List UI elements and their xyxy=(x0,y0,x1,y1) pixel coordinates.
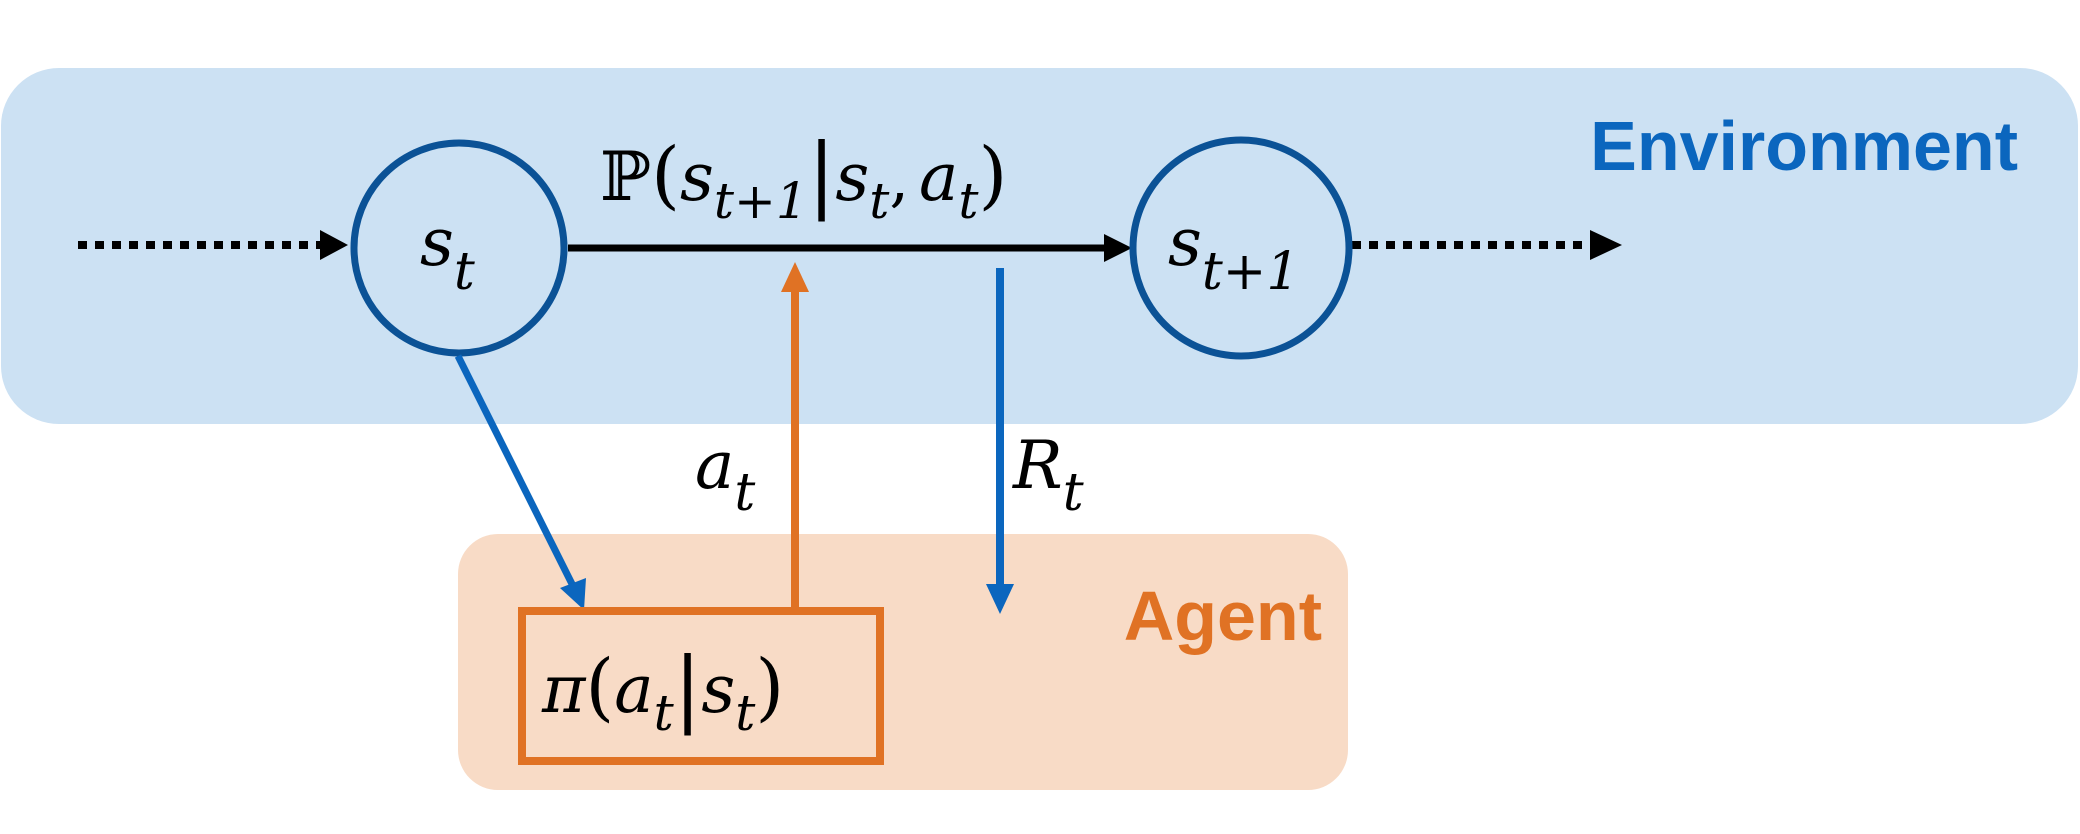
state-current-label: st xyxy=(420,204,475,302)
environment-label: Environment xyxy=(1590,107,2018,185)
observation-arrowhead xyxy=(560,578,586,610)
transition-probability-label: ℙ(st+1|st, at) xyxy=(600,127,1007,230)
policy-box xyxy=(518,607,884,765)
state-next-node xyxy=(1129,136,1353,360)
reward-label: Rt xyxy=(1012,427,1084,523)
policy-label: π(at|st) xyxy=(541,641,784,742)
observation-arrow xyxy=(454,354,576,586)
state-current-node xyxy=(350,139,568,357)
outgoing-arrowhead xyxy=(1590,230,1622,260)
state-next-label: st+1 xyxy=(1168,204,1299,302)
reward-arrowhead xyxy=(986,584,1014,614)
transition-arrowhead xyxy=(1104,234,1132,262)
action-label: at xyxy=(695,427,755,523)
incoming-arrowhead xyxy=(320,230,348,260)
action-arrowhead xyxy=(781,262,809,292)
agent-label: Agent xyxy=(1124,577,1322,655)
